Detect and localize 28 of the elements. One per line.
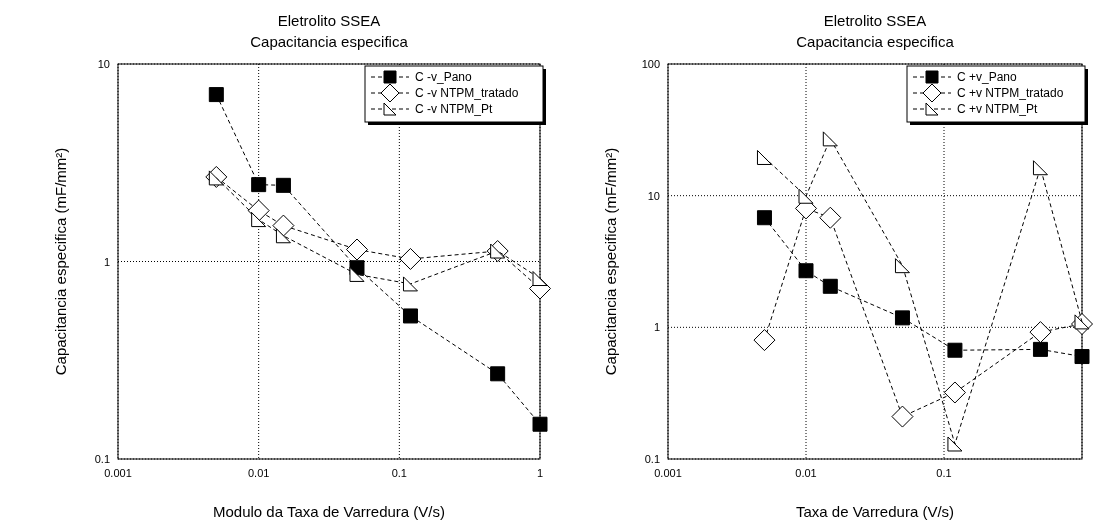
y-axis-title: Capacitancia especifica (mF/mm²) (602, 147, 619, 376)
x-tick-label: 0.001 (654, 467, 682, 479)
x-axis-title: Modulo da Taxa de Varredura (V/s) (212, 503, 446, 520)
x-tick-label: 0.1 (391, 467, 407, 479)
legend-label: C -v NTPM_tratado (415, 86, 519, 100)
x-tick-label: 0.001 (104, 467, 132, 479)
x-tick-label: 0.01 (795, 467, 817, 479)
y-tick-label: 10 (647, 189, 660, 202)
legend-label: C -v NTPM_Pt (415, 102, 493, 116)
y-tick-label: 0.1 (644, 453, 660, 465)
chart-title: Eletrolito SSEA (823, 12, 927, 29)
legend-label: C +v NTPM_Pt (957, 102, 1039, 116)
legend-label: C -v_Pano (415, 70, 473, 84)
x-axis-title: Taxa de Varredura (V/s) (795, 503, 955, 520)
legend-label: C +v_Pano (957, 70, 1018, 84)
y-tick-label: 1 (653, 321, 660, 334)
y-tick-label: 1 (103, 255, 110, 268)
y-tick-label: 0.1 (94, 453, 110, 465)
y-tick-label: 10 (97, 58, 110, 70)
chart-title: Eletrolito SSEA (277, 12, 381, 29)
legend-label: C +v NTPM_tratado (957, 86, 1064, 100)
y-tick-label: 100 (641, 58, 660, 70)
chart-subtitle: Capacitancia especifica (796, 33, 955, 50)
x-tick-label: 1 (536, 467, 544, 479)
chart-subtitle: Capacitancia especifica (250, 33, 409, 50)
x-tick-label: 0.01 (247, 467, 270, 479)
y-axis-title: Capacitancia especifica (mF/mm²) (52, 147, 69, 376)
x-tick-label: 0.1 (936, 467, 952, 479)
